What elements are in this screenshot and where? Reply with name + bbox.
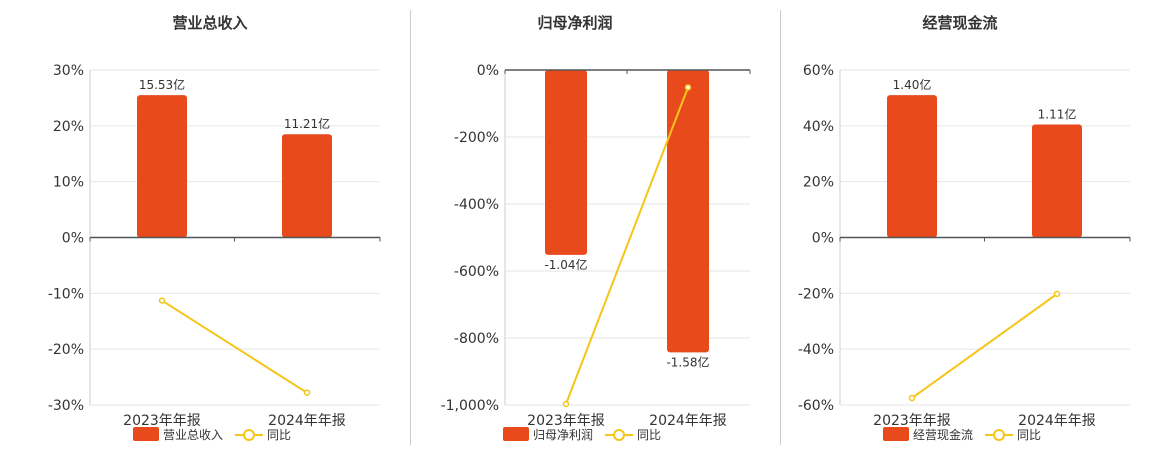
bar-data-label: 1.40亿 <box>893 77 932 92</box>
y-tick-label: 10% <box>53 175 84 191</box>
category-label: 2023年年报 <box>123 413 201 429</box>
yoy-point[interactable] <box>562 400 570 408</box>
category-label: 2023年年报 <box>873 413 951 429</box>
y-tick-label: -1,000% <box>441 398 499 414</box>
y-tick-label: 20% <box>53 119 84 135</box>
y-tick-label: 0% <box>62 231 84 247</box>
legend-line-label: 同比 <box>637 428 661 442</box>
yoy-point[interactable] <box>684 84 692 91</box>
net-profit-chart: 归母净利润 -1.04亿 -1.58亿 0% -200% -400% -600% -800… <box>441 14 751 442</box>
bar[interactable] <box>282 134 332 238</box>
yoy-point[interactable] <box>158 297 166 304</box>
y-tick-label: -800% <box>454 331 499 347</box>
legend-bar-label: 归母净利润 <box>533 428 593 442</box>
y-tick-label: 0% <box>812 231 834 247</box>
y-tick-label: -600% <box>454 264 499 280</box>
legend-bar-swatch <box>883 427 909 441</box>
bar[interactable] <box>887 95 937 238</box>
net-profit-chart-panel: 归母净利润 -1.04亿 -1.58亿 0% -200% -400% -600% -800… <box>410 0 780 450</box>
revenue-chart: 营业总收入 15.53亿 11.21亿 30% 20% 10% 0% -10% -20% -3… <box>48 14 381 442</box>
panel-divider <box>410 10 411 445</box>
legend-bar-swatch <box>133 427 159 441</box>
net-profit-legend[interactable]: 归母净利润 同比 <box>503 427 661 442</box>
yoy-line <box>911 293 1058 399</box>
y-tick-label: 20% <box>803 175 834 191</box>
y-tick-label: 40% <box>803 119 834 135</box>
y-tick-label: -40% <box>798 342 834 358</box>
y-tick-label: -20% <box>48 342 84 358</box>
bar-data-label: -1.04亿 <box>544 257 587 272</box>
panel-divider <box>780 10 781 445</box>
bar[interactable] <box>137 95 187 238</box>
cash-flow-chart: 经营现金流 1.40亿 1.11亿 60% 40% 20% 0% -20% -40% -60%… <box>798 14 1131 442</box>
legend-line-label: 同比 <box>267 428 291 442</box>
y-tick-label: -60% <box>798 398 834 414</box>
bar[interactable] <box>545 70 587 255</box>
legend-line-label: 同比 <box>1017 428 1041 442</box>
bar-data-label: -1.58亿 <box>666 354 709 369</box>
y-tick-label: -400% <box>454 197 499 213</box>
legend-bar-label: 营业总收入 <box>163 428 223 442</box>
y-tick-label: 60% <box>803 63 834 79</box>
category-label: 2024年年报 <box>268 413 346 429</box>
y-tick-label: 0% <box>477 63 499 79</box>
yoy-point[interactable] <box>303 389 311 396</box>
bar-data-label: 11.21亿 <box>284 116 330 131</box>
yoy-line <box>161 299 308 394</box>
yoy-point[interactable] <box>1053 290 1061 298</box>
y-tick-label: -20% <box>798 286 834 302</box>
legend-line-marker <box>243 429 255 441</box>
net-profit-chart-title: 归母净利润 <box>537 14 612 32</box>
legend-line-marker <box>613 429 625 441</box>
revenue-chart-panel: 营业总收入 15.53亿 11.21亿 30% 20% 10% 0% -10% -20% -3… <box>0 0 410 450</box>
y-tick-label: -200% <box>454 130 499 146</box>
category-label: 2024年年报 <box>1018 413 1096 429</box>
yoy-line <box>565 87 689 405</box>
cash-flow-chart-panel: 经营现金流 1.40亿 1.11亿 60% 40% 20% 0% -20% -40% -60%… <box>780 0 1160 450</box>
y-tick-label: 30% <box>53 63 84 79</box>
bar-data-label: 15.53亿 <box>139 77 185 92</box>
legend-bar-swatch <box>503 427 529 441</box>
bar-data-label: 1.11亿 <box>1038 106 1077 121</box>
yoy-point[interactable] <box>908 394 916 402</box>
cash-flow-legend[interactable]: 经营现金流 同比 <box>883 427 1041 442</box>
revenue-chart-title: 营业总收入 <box>172 14 247 32</box>
revenue-legend[interactable]: 营业总收入 同比 <box>133 427 291 442</box>
category-label: 2023年年报 <box>527 413 605 429</box>
bar[interactable] <box>1032 124 1082 238</box>
category-label: 2024年年报 <box>649 413 727 429</box>
legend-bar-label: 经营现金流 <box>913 427 973 442</box>
y-tick-label: -30% <box>48 398 84 414</box>
bar[interactable] <box>667 70 709 353</box>
y-tick-label: -10% <box>48 286 84 302</box>
legend-line-marker <box>993 429 1005 441</box>
cash-flow-chart-title: 经营现金流 <box>922 14 997 32</box>
